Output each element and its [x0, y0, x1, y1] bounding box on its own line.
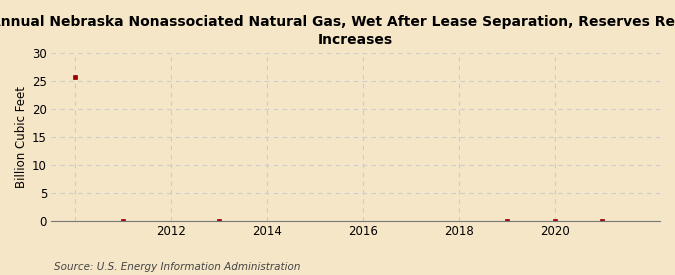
Text: Source: U.S. Energy Information Administration: Source: U.S. Energy Information Administ… — [54, 262, 300, 272]
Title: Annual Nebraska Nonassociated Natural Gas, Wet After Lease Separation, Reserves : Annual Nebraska Nonassociated Natural Ga… — [0, 15, 675, 47]
Y-axis label: Billion Cubic Feet: Billion Cubic Feet — [15, 86, 28, 188]
